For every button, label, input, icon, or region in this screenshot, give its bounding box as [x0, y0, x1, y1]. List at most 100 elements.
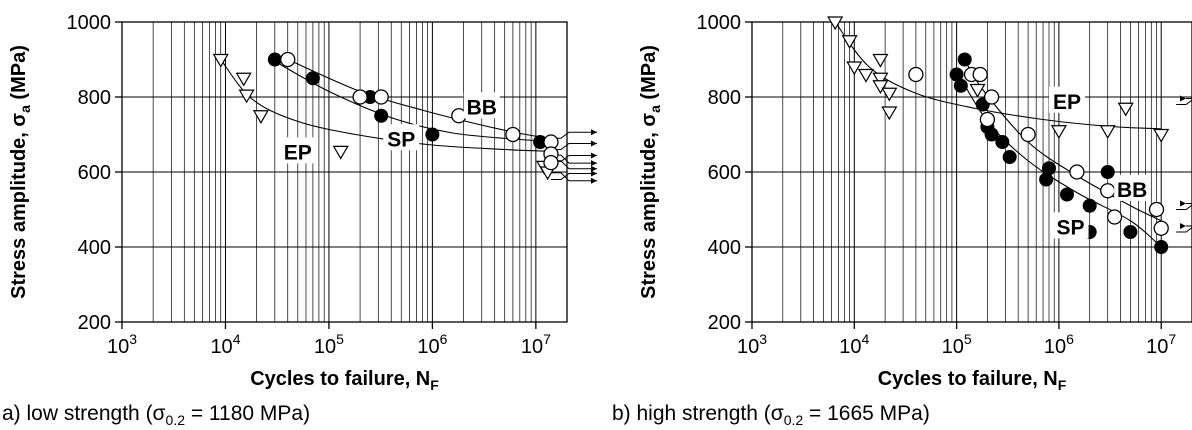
- point-bb: [979, 111, 996, 128]
- chart-panel-a: 200 400 600 800 1000 103 104 105 106 107 Cycles to…: [8, 12, 597, 393]
- point-sp: [953, 78, 968, 93]
- point-sp: [1123, 225, 1138, 239]
- runout-arrowhead: [591, 160, 597, 167]
- series-label-bg: [1052, 212, 1089, 239]
- y-tick-label: 400: [78, 237, 111, 259]
- x-tick-label: 107: [1146, 331, 1176, 358]
- runout-arrow: [550, 173, 597, 180]
- fit-curve-bb: [287, 58, 552, 139]
- point-bb: [451, 108, 467, 124]
- series-label-bg: [279, 137, 316, 164]
- x-tick-label: 103: [107, 331, 137, 358]
- series-label-bg: [383, 124, 420, 151]
- point-sp: [425, 127, 440, 142]
- point-bb: [505, 126, 521, 143]
- y-tick-label: 800: [708, 87, 741, 109]
- runout-arrowhead: [591, 152, 597, 159]
- point-bb: [1148, 201, 1165, 218]
- y-tick-label: 200: [708, 312, 741, 334]
- point-bb: [280, 51, 296, 68]
- point-ep: [212, 53, 229, 68]
- point-sp: [1082, 198, 1097, 213]
- point-sp: [374, 108, 389, 123]
- runout-arrowhead: [1180, 95, 1186, 102]
- runout-arrowhead: [1180, 223, 1186, 229]
- point-bb: [1153, 220, 1169, 236]
- x-tick-label: 104: [210, 331, 240, 358]
- series-label-sp: SP: [387, 128, 415, 151]
- runout-arrow: [1176, 98, 1192, 105]
- point-sp: [1154, 240, 1169, 254]
- point-sp: [957, 52, 972, 67]
- y-tick-label: 600: [78, 162, 111, 184]
- point-ep: [332, 145, 349, 160]
- point-ep: [846, 61, 863, 76]
- x-tick-label: 106: [417, 331, 447, 358]
- x-tick-label: 104: [839, 331, 869, 358]
- runout-arrow: [550, 131, 597, 139]
- x-tick-label: 106: [1044, 331, 1074, 358]
- point-ep: [969, 83, 986, 98]
- series-label-bg: [1049, 86, 1086, 113]
- series-label-bb: BB: [467, 96, 497, 119]
- y-tick-label: 1000: [697, 12, 742, 34]
- x-tick-label: 103: [737, 331, 767, 358]
- runout-arrowhead: [591, 129, 597, 136]
- point-sp: [1060, 187, 1075, 202]
- point-sp: [305, 71, 320, 86]
- point-ep: [827, 16, 844, 31]
- y-tick-label: 400: [708, 237, 741, 259]
- x-tick-label: 107: [521, 331, 551, 358]
- point-bb: [972, 66, 988, 83]
- series-label-bg: [463, 92, 500, 119]
- point-sp: [1041, 161, 1056, 176]
- runout-arrowhead: [1180, 200, 1186, 207]
- x-tick-label: 105: [942, 331, 972, 358]
- point-bb: [543, 154, 559, 171]
- point-sp: [1002, 150, 1017, 164]
- runout-arrowhead: [591, 177, 597, 184]
- point-sp: [984, 127, 999, 142]
- point-sp: [995, 135, 1010, 149]
- point-ep: [238, 89, 255, 104]
- point-ep: [1099, 125, 1116, 139]
- y-tick-label: 200: [78, 312, 111, 334]
- caption-panel-a: a) low strength (σ0.2 = 1180 MPa): [2, 402, 311, 429]
- point-bb: [1069, 164, 1085, 180]
- y-axis-label: Stress amplitude, σa (MPa): [8, 45, 33, 299]
- x-tick-label: 105: [314, 331, 344, 358]
- point-ep: [872, 72, 889, 87]
- caption-panel-b: b) high strength (σ0.2 = 1665 MPa): [612, 402, 930, 429]
- series-label-ep: EP: [1053, 91, 1081, 114]
- point-bb: [352, 89, 368, 105]
- point-ep: [841, 35, 858, 49]
- point-ep: [881, 106, 898, 121]
- point-ep: [252, 110, 269, 124]
- point-ep: [1050, 125, 1067, 139]
- runout-arrow: [1176, 225, 1192, 233]
- y-tick-label: 600: [708, 162, 741, 184]
- point-bb: [1106, 209, 1123, 225]
- fit-curve-ep: [220, 59, 551, 152]
- y-axis-label: Stress amplitude, σa (MPa): [638, 45, 663, 299]
- runout-arrowhead: [591, 140, 597, 147]
- point-sp: [1100, 165, 1115, 179]
- point-ep: [1117, 102, 1134, 117]
- point-ep: [1153, 128, 1170, 143]
- point-ep: [857, 68, 875, 83]
- point-bb: [1100, 183, 1116, 199]
- chart-panel-b: 200 400 600 800 1000 103 104 105 106 107 Cycles to…: [638, 12, 1192, 393]
- runout-arrow: [1176, 203, 1192, 210]
- series-label-bg: [1114, 174, 1151, 201]
- runout-arrowhead: [591, 170, 597, 177]
- series-label-sp: SP: [1057, 216, 1085, 239]
- point-bb: [1020, 126, 1036, 143]
- point-bb: [908, 66, 924, 83]
- point-ep: [235, 72, 252, 87]
- point-ep: [881, 87, 898, 102]
- y-tick-label: 800: [78, 87, 111, 109]
- series-label-ep: EP: [284, 141, 312, 164]
- y-tick-label: 1000: [67, 12, 112, 34]
- series-label-bb: BB: [1117, 179, 1147, 202]
